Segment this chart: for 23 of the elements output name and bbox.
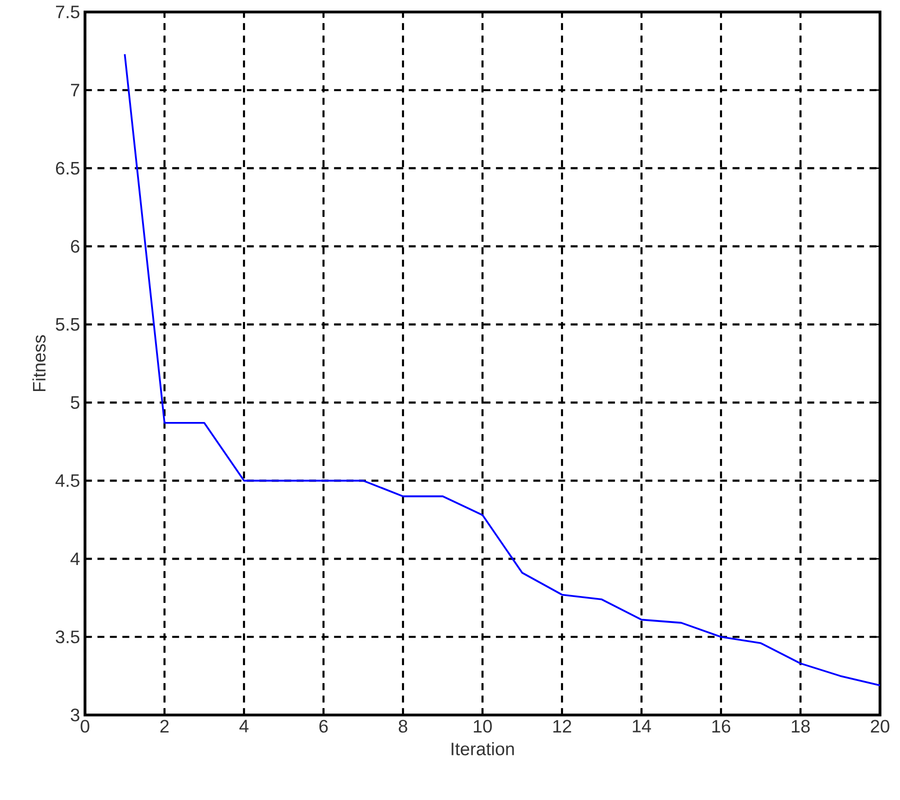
y-tick-label: 7.5: [56, 6, 80, 18]
y-tick-label: 3.5: [56, 630, 80, 644]
y-tick-label: 5: [70, 396, 80, 409]
x-tick-label: 6: [319, 720, 328, 733]
y-tick-label: 7: [71, 84, 80, 96]
x-tick-label: 0: [80, 720, 90, 733]
x-tick-label: 18: [792, 720, 810, 733]
y-tick-label: 4: [70, 552, 80, 565]
x-tick-label: 10: [474, 720, 492, 733]
x-tick-label: 14: [632, 720, 651, 732]
y-tick-label: 4.5: [56, 474, 80, 487]
x-axis-title: Iteration: [452, 742, 514, 756]
x-tick-label: 12: [553, 720, 572, 732]
x-tick-label: 16: [712, 720, 730, 733]
y-tick-label: 5.5: [56, 318, 80, 331]
y-tick-label: 3: [70, 708, 80, 722]
x-tick-label: 8: [398, 720, 408, 733]
y-tick-label: 6.5: [56, 162, 80, 175]
x-tick-label: 20: [870, 720, 890, 733]
y-tick-label: 6: [71, 240, 80, 253]
x-tick-label: 4: [239, 720, 248, 732]
y-axis-title: Fitness: [32, 335, 46, 392]
x-tick-label: 2: [160, 720, 169, 732]
